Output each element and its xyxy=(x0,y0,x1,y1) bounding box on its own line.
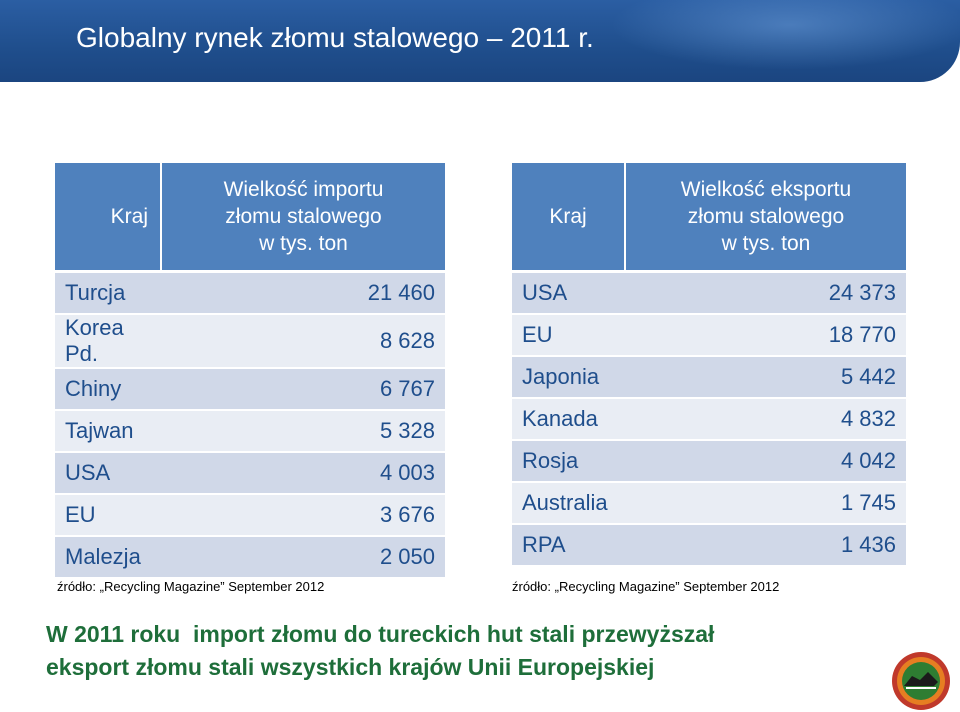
export-row: Kanada 4 832 xyxy=(512,399,906,441)
import-source-note: źródło: „Recycling Magazine” September 2… xyxy=(57,579,325,594)
import-value: 5 328 xyxy=(162,411,445,453)
import-country: Malezja xyxy=(55,537,162,579)
import-header-country: Kraj xyxy=(55,163,162,273)
import-value: 4 003 xyxy=(162,453,445,495)
import-row: Tajwan 5 328 xyxy=(55,411,445,453)
import-row: Turcja 21 460 xyxy=(55,273,445,315)
export-header-line-1: Wielkość eksportu xyxy=(680,178,852,201)
export-value: 1 745 xyxy=(626,483,906,525)
export-value: 5 442 xyxy=(626,357,906,399)
import-row: Malezja 2 050 xyxy=(55,537,445,579)
import-country: Chiny xyxy=(55,369,162,411)
caption-line-2: eksport złomu stali wszystkich krajów Un… xyxy=(46,654,655,680)
import-value: 6 767 xyxy=(162,369,445,411)
export-header-value: Wielkość eksportu złomu stalowego w tys.… xyxy=(626,163,906,273)
import-value: 3 676 xyxy=(162,495,445,537)
export-header-country: Kraj xyxy=(512,163,626,273)
import-country: Tajwan xyxy=(55,411,162,453)
export-country: Rosja xyxy=(512,441,626,483)
export-country: Kanada xyxy=(512,399,626,441)
import-row: Korea Pd. 8 628 xyxy=(55,315,445,369)
slide-title: Globalny rynek złomu stalowego – 2011 r. xyxy=(76,22,594,53)
export-table-header: Kraj Wielkość eksportu złomu stalowego w… xyxy=(512,163,906,273)
export-row: EU 18 770 xyxy=(512,315,906,357)
import-country: EU xyxy=(55,495,162,537)
title-bar xyxy=(0,0,960,82)
export-source-note: źródło: „Recycling Magazine” September 2… xyxy=(512,579,780,594)
import-row: Chiny 6 767 xyxy=(55,369,445,411)
import-header-line-2: złomu stalowego xyxy=(225,205,382,228)
export-row: Rosja 4 042 xyxy=(512,441,906,483)
export-country: USA xyxy=(512,273,626,315)
import-country: Turcja xyxy=(55,273,162,315)
import-table: Kraj Wielkość importu złomu stalowego w … xyxy=(55,163,445,579)
export-country: EU xyxy=(512,315,626,357)
export-row: Japonia 5 442 xyxy=(512,357,906,399)
export-row: USA 24 373 xyxy=(512,273,906,315)
export-country: Japonia xyxy=(512,357,626,399)
import-row: EU 3 676 xyxy=(55,495,445,537)
export-value: 4 832 xyxy=(626,399,906,441)
export-row: Australia 1 745 xyxy=(512,483,906,525)
import-header-line-1: Wielkość importu xyxy=(223,178,384,201)
export-value: 18 770 xyxy=(626,315,906,357)
summary-caption: W 2011 roku import złomu do tureckich hu… xyxy=(46,618,846,684)
export-row: RPA 1 436 xyxy=(512,525,906,567)
import-row: USA 4 003 xyxy=(55,453,445,495)
caption-line-1: W 2011 roku import złomu do tureckich hu… xyxy=(46,621,715,647)
export-value: 24 373 xyxy=(626,273,906,315)
import-value: 21 460 xyxy=(162,273,445,315)
import-table-header: Kraj Wielkość importu złomu stalowego w … xyxy=(55,163,445,273)
import-value: 8 628 xyxy=(162,315,445,369)
recycling-logo-icon xyxy=(892,652,950,710)
export-header-line-3: w tys. ton xyxy=(721,232,811,255)
export-value: 1 436 xyxy=(626,525,906,567)
export-value: 4 042 xyxy=(626,441,906,483)
export-country: Australia xyxy=(512,483,626,525)
import-country: Korea Pd. xyxy=(55,315,162,369)
export-table: Kraj Wielkość eksportu złomu stalowego w… xyxy=(512,163,906,567)
export-header-line-2: złomu stalowego xyxy=(687,205,845,228)
import-country: USA xyxy=(55,453,162,495)
import-value: 2 050 xyxy=(162,537,445,579)
import-header-line-3: w tys. ton xyxy=(259,232,348,255)
import-header-value: Wielkość importu złomu stalowego w tys. … xyxy=(162,163,445,273)
export-country: RPA xyxy=(512,525,626,567)
